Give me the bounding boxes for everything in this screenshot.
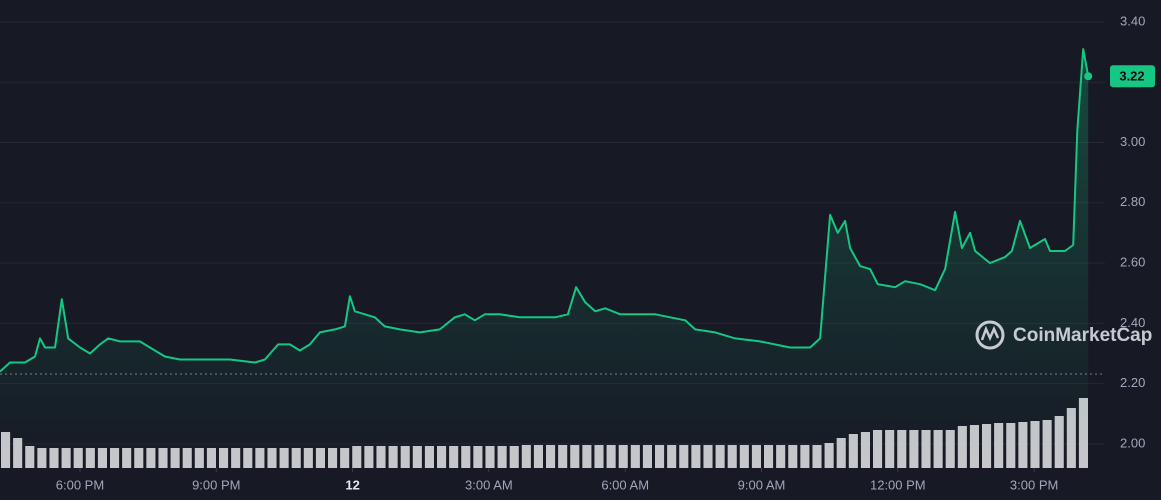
- x-tick-label: 9:00 AM: [738, 477, 786, 492]
- x-tick-label: 3:00 PM: [1010, 477, 1058, 492]
- y-tick-label: 3.00: [1120, 134, 1145, 149]
- x-tick-label: 9:00 PM: [192, 477, 240, 492]
- y-tick-label: 2.00: [1120, 435, 1145, 450]
- y-tick-label: 2.40: [1120, 315, 1145, 330]
- y-tick-label: 3.40: [1120, 13, 1145, 28]
- last-point: [1084, 72, 1093, 81]
- x-tick-label: 6:00 AM: [601, 477, 649, 492]
- y-tick-label: 2.60: [1120, 255, 1145, 270]
- x-tick-label: 3:00 AM: [465, 477, 513, 492]
- price-line: [0, 48, 1090, 373]
- price-tag: [1110, 65, 1155, 88]
- y-tick-label: 2.80: [1120, 194, 1145, 209]
- price-area: [0, 49, 1089, 468]
- x-tick-label: 12:00 PM: [870, 477, 926, 492]
- logo: [975, 320, 1005, 350]
- y-tick-label: 2.20: [1120, 375, 1145, 390]
- watermark: CoinMarketCap: [975, 320, 1152, 350]
- logo-mark: [980, 325, 1000, 342]
- x-tick-label: 6:00 PM: [56, 477, 104, 492]
- plot: [0, 48, 1105, 468]
- x-tick-label: 12: [345, 477, 359, 492]
- axes: 2.002.202.402.602.803.003.203.406:00 PM9…: [56, 13, 1155, 492]
- watermark-text: CoinMarketCap: [1013, 325, 1152, 346]
- price-tag-label: 3.22: [1119, 69, 1144, 84]
